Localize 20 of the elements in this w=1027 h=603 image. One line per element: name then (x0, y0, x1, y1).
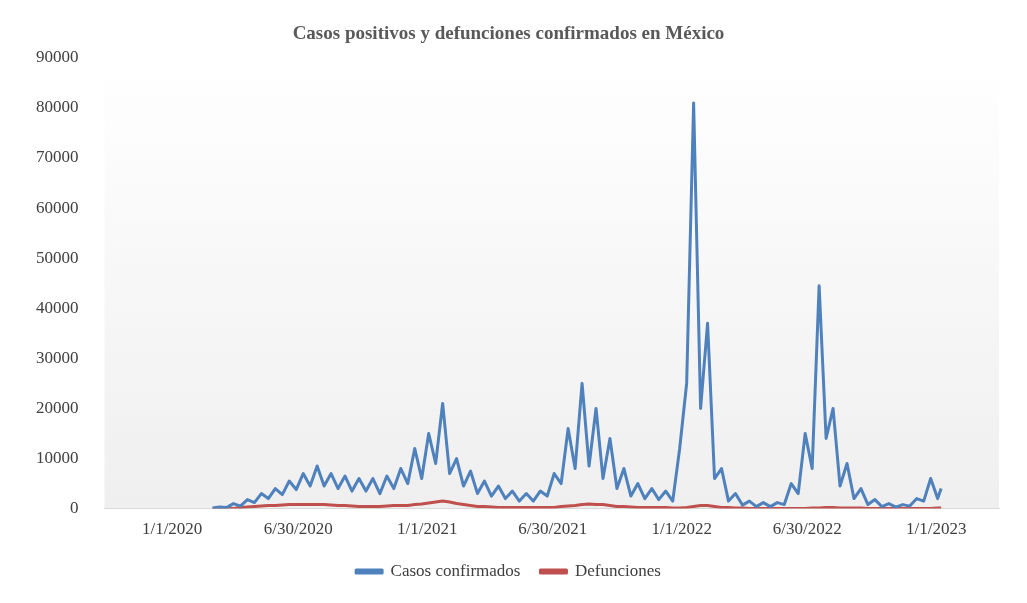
chart-title: Casos positivos y defunciones confirmados en México (292, 22, 725, 44)
y-tick-label: 90000 (36, 47, 79, 67)
x-tick-label: 1/1/2020 (141, 519, 203, 539)
legend-label: Defunciones (574, 560, 661, 580)
x-tick-label: 6/30/2022 (772, 519, 842, 539)
y-tick-label: 10000 (36, 447, 79, 467)
legend-label: Casos confirmados (390, 560, 521, 580)
y-tick-label: 0 (70, 498, 79, 518)
x-tick-label: 1/1/2023 (906, 519, 967, 539)
x-tick-label: 6/30/2020 (263, 519, 333, 539)
y-tick-label: 60000 (36, 197, 79, 217)
y-tick-label: 20000 (36, 397, 79, 417)
y-tick-label: 80000 (36, 97, 79, 117)
x-tick-label: 1/1/2021 (397, 519, 458, 539)
y-tick-label: 30000 (36, 347, 79, 367)
y-tick-label: 70000 (36, 147, 79, 167)
y-tick-label: 50000 (36, 247, 79, 267)
y-tick-label: 40000 (36, 297, 79, 317)
x-tick-label: 6/30/2021 (518, 519, 588, 539)
x-tick-label: 1/1/2022 (651, 519, 712, 539)
